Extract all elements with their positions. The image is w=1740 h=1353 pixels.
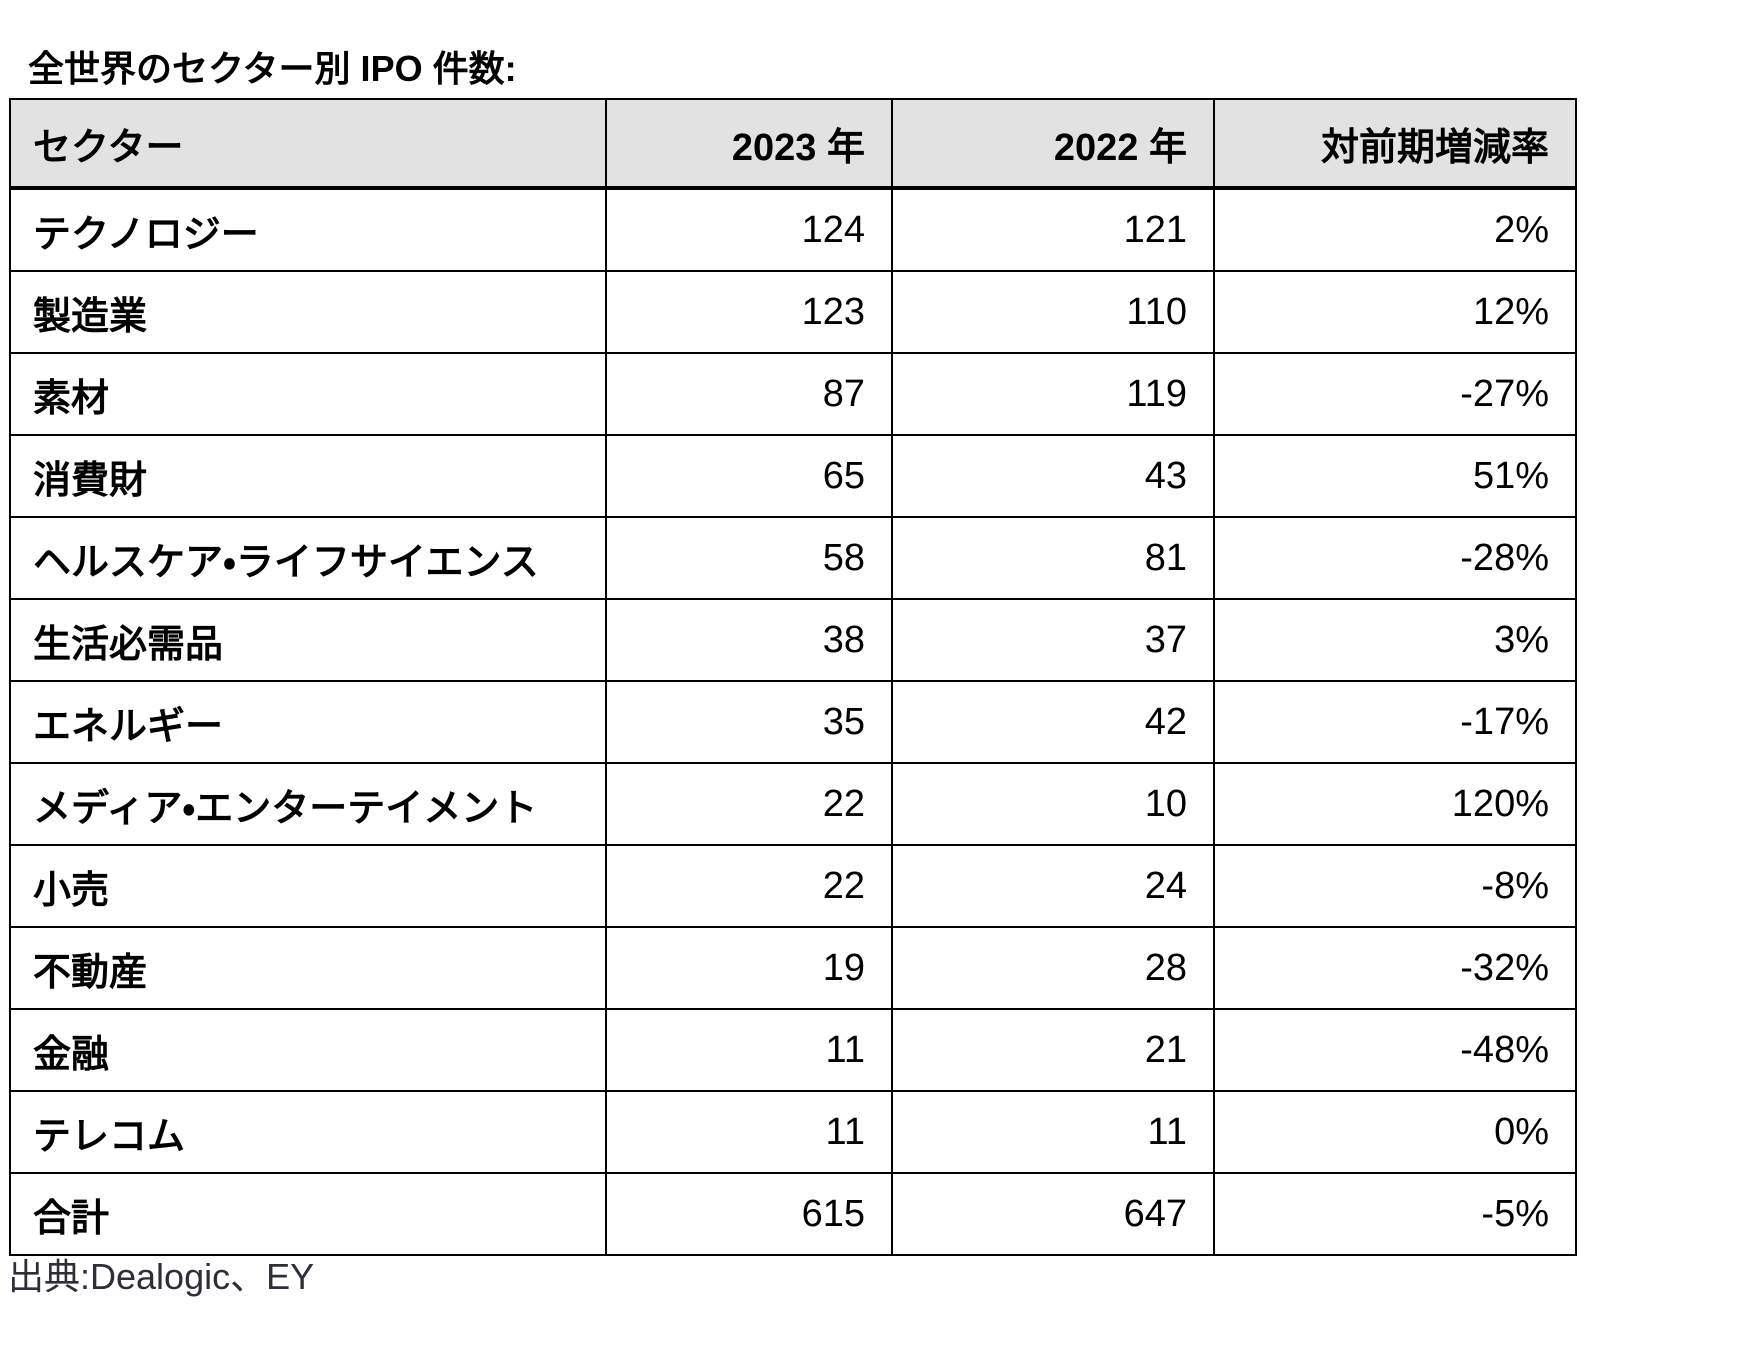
change-cell: 51%	[1213, 434, 1577, 518]
table-row: 小売 22 24 -8%	[9, 844, 1577, 928]
table-header: セクター 2023 年 2022 年 対前期増減率	[9, 98, 1577, 190]
table-row: 製造業 123 110 12%	[9, 270, 1577, 354]
value-2023-cell: 87	[605, 352, 893, 436]
value-2022-cell: 81	[891, 516, 1215, 600]
value-2022-cell: 11	[891, 1090, 1215, 1174]
sector-cell: テクノロジー	[9, 187, 607, 272]
column-header-change: 対前期増減率	[1213, 98, 1577, 190]
change-cell: -17%	[1213, 680, 1577, 764]
ipo-sector-table: セクター 2023 年 2022 年 対前期増減率 テクノロジー 124 121…	[9, 98, 1577, 1256]
sector-cell: 合計	[9, 1172, 607, 1256]
value-2022-cell: 21	[891, 1008, 1215, 1092]
value-2022-cell: 119	[891, 352, 1215, 436]
change-cell: -27%	[1213, 352, 1577, 436]
value-2023-cell: 65	[605, 434, 893, 518]
change-cell: 120%	[1213, 762, 1577, 846]
value-2022-cell: 24	[891, 844, 1215, 928]
value-2022-cell: 42	[891, 680, 1215, 764]
value-2022-cell: 43	[891, 434, 1215, 518]
table-row: 生活必需品 38 37 3%	[9, 598, 1577, 682]
value-2023-cell: 123	[605, 270, 893, 354]
sector-cell: 金融	[9, 1008, 607, 1092]
table-row: テクノロジー 124 121 2%	[9, 187, 1577, 272]
table-row: メディア・エンターテイメント 22 10 120%	[9, 762, 1577, 846]
change-cell: -28%	[1213, 516, 1577, 600]
change-cell: 0%	[1213, 1090, 1577, 1174]
value-2022-cell: 110	[891, 270, 1215, 354]
table-row: エネルギー 35 42 -17%	[9, 680, 1577, 764]
column-header-sector: セクター	[9, 98, 607, 190]
source-caption: 出典:Dealogic、EY	[8, 1256, 315, 1297]
value-2023-cell: 22	[605, 844, 893, 928]
change-cell: -8%	[1213, 844, 1577, 928]
sector-cell: 生活必需品	[9, 598, 607, 682]
value-2022-cell: 10	[891, 762, 1215, 846]
value-2023-cell: 35	[605, 680, 893, 764]
header-row: セクター 2023 年 2022 年 対前期増減率	[9, 98, 1577, 190]
column-header-2023: 2023 年	[605, 98, 893, 190]
column-header-2022: 2022 年	[891, 98, 1215, 190]
value-2023-cell: 11	[605, 1090, 893, 1174]
sector-cell: メディア・エンターテイメント	[9, 762, 607, 846]
table-row: ヘルスケア・ライフサイエンス 58 81 -28%	[9, 516, 1577, 600]
total-row: 合計 615 647 -5%	[9, 1172, 1577, 1256]
change-cell: 12%	[1213, 270, 1577, 354]
sector-cell: 小売	[9, 844, 607, 928]
value-2023-cell: 22	[605, 762, 893, 846]
value-2022-cell: 647	[891, 1172, 1215, 1256]
sector-cell: テレコム	[9, 1090, 607, 1174]
sector-cell: 消費財	[9, 434, 607, 518]
value-2022-cell: 37	[891, 598, 1215, 682]
value-2023-cell: 124	[605, 187, 893, 272]
change-cell: -5%	[1213, 1172, 1577, 1256]
sector-cell: 素材	[9, 352, 607, 436]
value-2023-cell: 615	[605, 1172, 893, 1256]
change-cell: -48%	[1213, 1008, 1577, 1092]
sector-cell: 製造業	[9, 270, 607, 354]
change-cell: -32%	[1213, 926, 1577, 1010]
sector-cell: エネルギー	[9, 680, 607, 764]
table-row: 消費財 65 43 51%	[9, 434, 1577, 518]
sector-cell: 不動産	[9, 926, 607, 1010]
sector-cell: ヘルスケア・ライフサイエンス	[9, 516, 607, 600]
page-title: 全世界のセクター別 IPO 件数:	[28, 48, 517, 89]
table-row: 素材 87 119 -27%	[9, 352, 1577, 436]
value-2023-cell: 38	[605, 598, 893, 682]
table-body: テクノロジー 124 121 2% 製造業 123 110 12% 素材 87 …	[9, 187, 1577, 1256]
value-2023-cell: 58	[605, 516, 893, 600]
value-2023-cell: 11	[605, 1008, 893, 1092]
table-row: テレコム 11 11 0%	[9, 1090, 1577, 1174]
change-cell: 2%	[1213, 187, 1577, 272]
value-2022-cell: 121	[891, 187, 1215, 272]
table-row: 金融 11 21 -48%	[9, 1008, 1577, 1092]
change-cell: 3%	[1213, 598, 1577, 682]
table-row: 不動産 19 28 -32%	[9, 926, 1577, 1010]
value-2022-cell: 28	[891, 926, 1215, 1010]
value-2023-cell: 19	[605, 926, 893, 1010]
